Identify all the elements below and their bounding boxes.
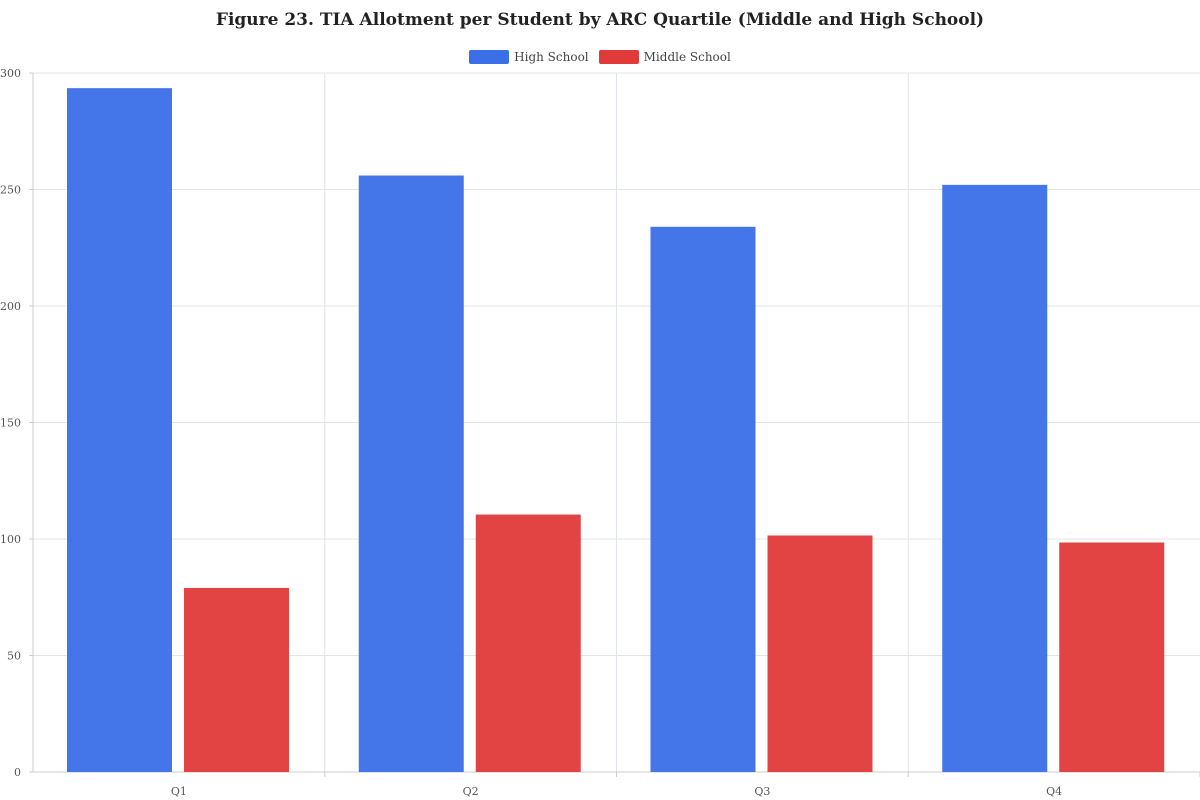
legend-swatch-middle-school (598, 50, 639, 64)
y-tick-label: 100 (0, 533, 21, 546)
x-tick-label: Q4 (1046, 785, 1062, 798)
legend-label: High School (514, 50, 589, 64)
legend-label: Middle School (643, 50, 731, 64)
legend: High School Middle School (0, 50, 1200, 64)
bar-middle-school-q2 (475, 514, 581, 772)
bar-middle-school-q1 (184, 587, 289, 772)
y-tick-label: 300 (0, 67, 21, 80)
x-tick-label: Q2 (463, 785, 479, 798)
legend-swatch-high-school (469, 50, 510, 64)
y-tick-label: 150 (0, 417, 21, 430)
y-tick-label: 0 (14, 766, 21, 779)
bar-high-school-q1 (67, 88, 172, 772)
x-tick-label: Q3 (754, 785, 770, 798)
bar-middle-school-q4 (1059, 542, 1165, 772)
y-tick-label: 200 (0, 300, 21, 313)
bar-high-school-q4 (942, 184, 1048, 773)
bar-high-school-q2 (358, 175, 464, 772)
legend-item-high-school[interactable]: High School (469, 50, 589, 64)
chart-title: Figure 23. TIA Allotment per Student by … (215, 10, 985, 30)
y-tick-label: 50 (7, 650, 21, 663)
bar-high-school-q3 (650, 226, 756, 772)
legend-item-middle-school[interactable]: Middle School (598, 50, 731, 64)
y-tick-label: 250 (0, 184, 21, 197)
bar-middle-school-q3 (767, 535, 873, 772)
x-tick-label: Q1 (171, 785, 187, 798)
